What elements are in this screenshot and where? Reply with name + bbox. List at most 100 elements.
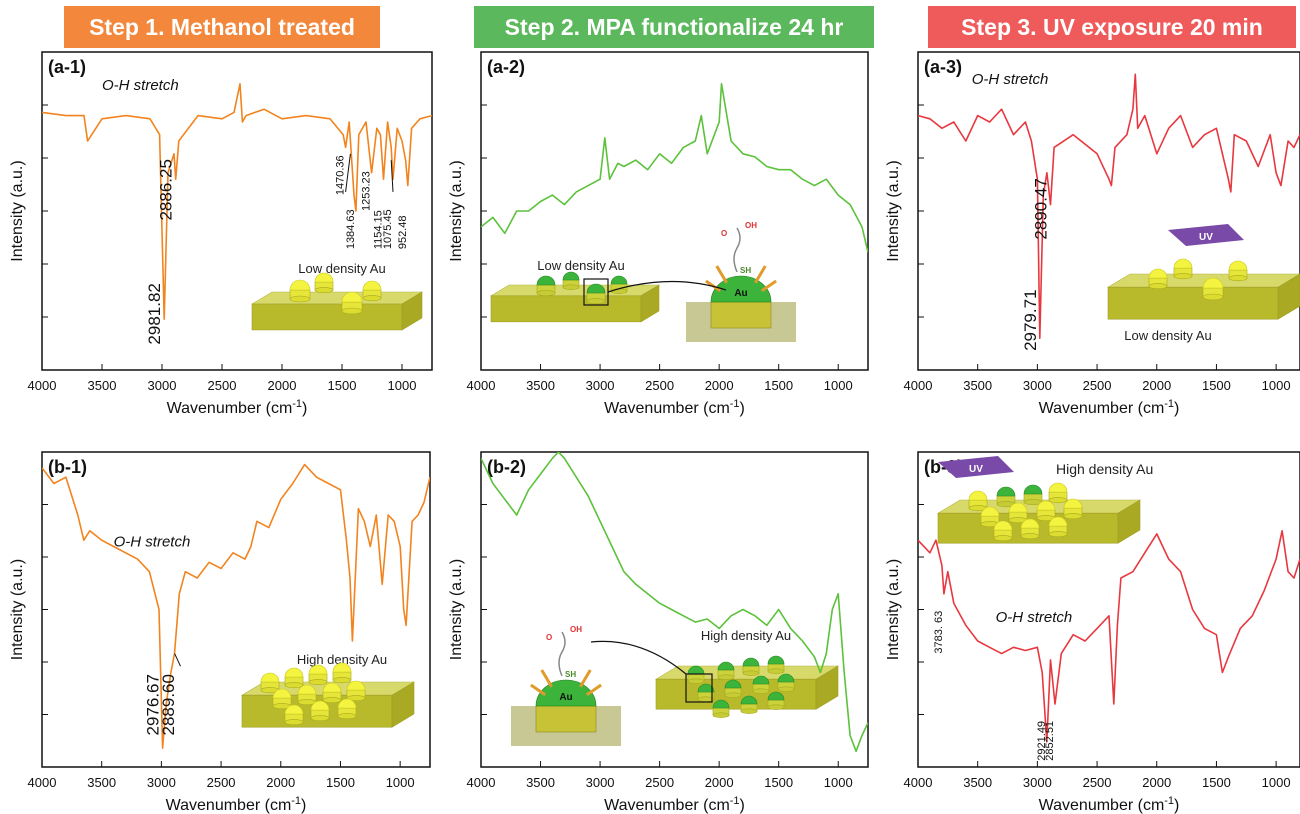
- au-nanodome: [767, 655, 785, 665]
- au-nanodome: [308, 664, 328, 675]
- peak-pointer: [345, 153, 351, 192]
- spectrum-line: [481, 452, 868, 753]
- substrate-top: [250, 291, 424, 305]
- x-tick-label: 4000: [28, 775, 57, 790]
- x-tick-label: 2000: [1142, 775, 1171, 790]
- peak-label: 1253.23: [361, 171, 373, 211]
- au-pillar-base: [777, 686, 795, 692]
- uv-lamp: [1168, 224, 1244, 246]
- spectrum-line: [918, 530, 1300, 743]
- mpa-ligand: [585, 683, 602, 697]
- x-tick-label: 3000: [586, 378, 615, 393]
- au-pillar-base: [724, 692, 742, 698]
- y-axis-label: Intensity (a.u.): [885, 559, 902, 660]
- au-nanodome: [610, 275, 628, 285]
- x-tick-label: 4000: [467, 378, 496, 393]
- x-tick-label: 3500: [963, 775, 992, 790]
- peak-label: 2979.71: [1021, 289, 1040, 350]
- mpa-chain: [733, 227, 741, 273]
- x-tick-label: 2500: [645, 775, 674, 790]
- spectrum-line: [42, 83, 432, 320]
- mpa-ligand: [754, 265, 767, 284]
- au-nanodome: [1063, 498, 1083, 509]
- panel-label: (b-2): [487, 457, 526, 477]
- au-pillar-base: [362, 295, 382, 302]
- peak-label: 1154.15: [373, 210, 385, 249]
- peak-label: 2852.51: [1044, 721, 1056, 761]
- x-tick-label: 4000: [28, 378, 57, 393]
- peak-label: 2921.49: [1036, 721, 1048, 761]
- au-nanodome: [1228, 260, 1248, 271]
- panel-a-3: 4000 3500 3000 2500 2000 1500 1000 Wavenumber (…: [885, 51, 1300, 417]
- zoom-box: [685, 673, 713, 703]
- mpa-ligand: [760, 279, 777, 293]
- au-pillar-base: [1048, 531, 1068, 538]
- mpa-ligand: [579, 669, 592, 688]
- au-nanodome: [341, 291, 363, 303]
- au-pillar-base: [687, 678, 705, 684]
- x-axis-label: Wavenumber (cm-1): [167, 398, 308, 417]
- spectrum-line: [481, 83, 868, 253]
- plot-frame: [480, 51, 869, 371]
- x-tick-label: 3500: [87, 775, 116, 790]
- sh-label: SH: [565, 670, 576, 679]
- x-tick-label: 1000: [1262, 378, 1291, 393]
- oh-stretch-annotation: O-H stretch: [972, 71, 1049, 88]
- au-nanodome: [980, 506, 1000, 517]
- mpa-chain: [558, 631, 566, 677]
- au-nanodome: [740, 695, 758, 705]
- x-tick-label: 2000: [705, 775, 734, 790]
- au-pillar-base: [752, 688, 770, 694]
- au-nanodome: [284, 667, 304, 678]
- oh-label: OH: [570, 625, 582, 634]
- peak-label: 1384.63: [345, 209, 357, 249]
- x-tick-label: 1500: [764, 775, 793, 790]
- x-tick-label: 1000: [824, 378, 853, 393]
- x-axis-label: Wavenumber (cm-1): [1039, 398, 1180, 417]
- substrate-front: [490, 295, 642, 323]
- substrate-side: [391, 681, 415, 728]
- au-nanodome: [1023, 484, 1043, 495]
- peak-pointer: [390, 160, 394, 192]
- y-axis-label: Intensity (a.u.): [885, 160, 902, 261]
- zoom-arrow: [590, 640, 687, 675]
- au-pillar-base: [1202, 293, 1224, 301]
- substrate-side: [401, 291, 423, 331]
- au-nanodome: [284, 704, 304, 715]
- x-tick-label: 2000: [266, 775, 295, 790]
- peak-label: 2981.82: [145, 283, 164, 344]
- y-axis-label: Intensity (a.u.): [448, 160, 465, 261]
- x-tick-label: 3500: [88, 378, 117, 393]
- x-axis-label: Wavenumber (cm-1): [604, 795, 745, 814]
- y-axis-label: Intensity (a.u.): [9, 160, 26, 261]
- x-axis-label: Wavenumber (cm-1): [604, 398, 745, 417]
- x-tick-label: 2500: [1083, 775, 1112, 790]
- substrate-front: [1107, 286, 1279, 320]
- au-pillar-base: [1173, 273, 1193, 280]
- panel-a-2: 4000 3500 3000 2500 2000 1500 1000 Wavenumber (…: [448, 51, 869, 417]
- au-pillar-base: [740, 708, 758, 714]
- au-pillar-base: [341, 307, 363, 315]
- au-nanodome: [767, 691, 785, 701]
- x-tick-label: 2000: [1142, 378, 1171, 393]
- x-tick-label: 1500: [764, 378, 793, 393]
- au-pillar-base: [289, 295, 311, 303]
- au-nanodome: [1008, 502, 1028, 513]
- au-nanodome: [1202, 277, 1224, 289]
- au-pillar-base: [1148, 283, 1168, 290]
- step-1-header: Step 1. Methanol treated: [64, 6, 380, 48]
- x-tick-label: 1500: [326, 775, 355, 790]
- au-pillar-base: [1020, 533, 1040, 540]
- panel-b-1: 4000 3500 3000 2500 2000 1500 1000 Wavenumber (…: [9, 451, 431, 814]
- au-nanodome: [777, 673, 795, 683]
- au-pillar: [535, 705, 597, 733]
- substrate-side: [640, 284, 660, 323]
- uv-lamp: [938, 456, 1014, 478]
- au-pillar-base: [712, 712, 730, 718]
- au-nanodome: [724, 679, 742, 689]
- x-tick-label: 3000: [1023, 378, 1052, 393]
- x-tick-label: 4000: [904, 775, 933, 790]
- peak-label: 2890.47: [1032, 178, 1051, 239]
- substrate-side: [815, 665, 839, 710]
- au-nanodome: [993, 520, 1013, 531]
